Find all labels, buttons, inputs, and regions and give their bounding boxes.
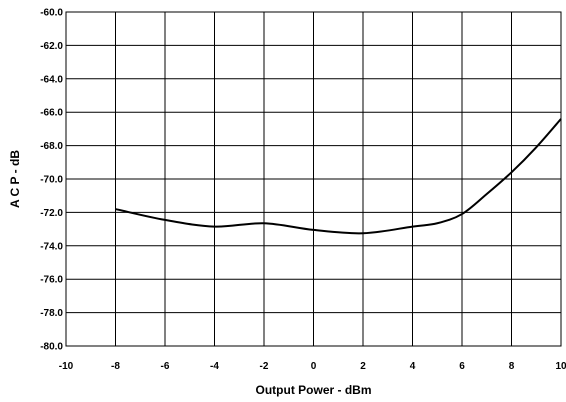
y-tick-label: -66.0 [40, 108, 63, 119]
x-tick-label: 6 [459, 361, 465, 372]
series-line-0 [115, 118, 562, 235]
y-tick-label: -78.0 [40, 308, 63, 319]
series-layer [115, 118, 562, 235]
y-tick-label: -72.0 [40, 208, 63, 219]
y-tick-label: -60.0 [40, 8, 63, 19]
x-tick-label: 2 [360, 361, 366, 372]
x-tick-label: 0 [311, 361, 317, 372]
x-axis-label: Output Power - dBm [256, 383, 372, 397]
y-axis-label: A C P - dB [8, 150, 22, 208]
x-tick-label: -2 [260, 361, 269, 372]
x-tick-label: -8 [111, 361, 120, 372]
y-tick-label: -64.0 [40, 74, 63, 85]
y-axis-ticks: -60.0 -62.0 -64.0 -66.0 -68.0 -70.0 -72.0 -74.0… [40, 8, 63, 353]
y-tick-label: -70.0 [40, 175, 63, 186]
x-tick-label: -6 [161, 361, 170, 372]
gridlines [65, 11, 562, 347]
y-tick-label: -68.0 [40, 141, 63, 152]
y-tick-label: -80.0 [40, 342, 63, 353]
x-tick-label: -4 [210, 361, 219, 372]
x-tick-label: 10 [555, 361, 566, 372]
y-tick-label: -74.0 [40, 241, 63, 252]
x-tick-label: -10 [59, 361, 74, 372]
y-tick-label: -62.0 [40, 41, 63, 52]
x-tick-label: 4 [410, 361, 416, 372]
x-tick-label: 8 [509, 361, 515, 372]
y-tick-label: -76.0 [40, 275, 63, 286]
x-axis-ticks: -10 -8 -6 -4 -2 0 2 4 6 8 10 [59, 361, 566, 372]
